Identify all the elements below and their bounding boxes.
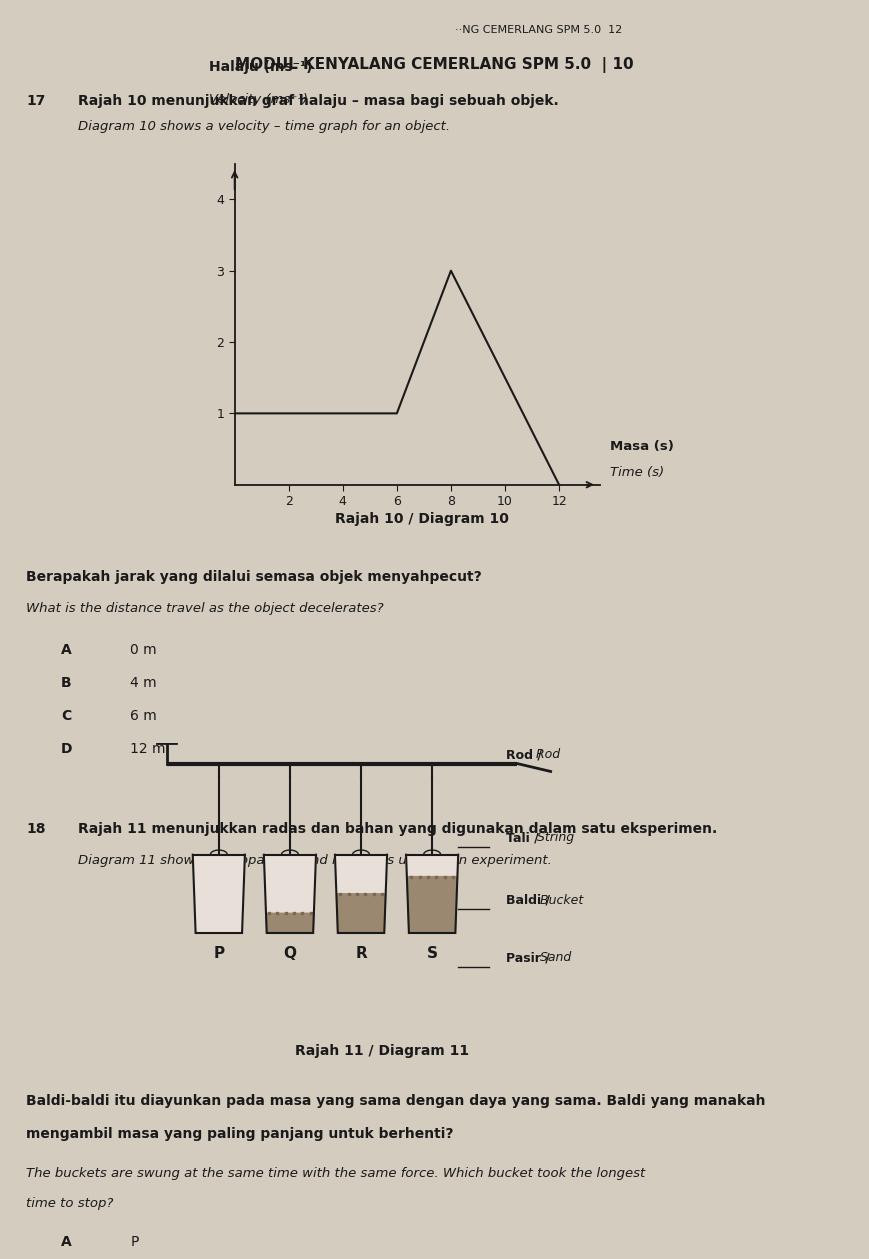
Text: ··NG CEMERLANG SPM 5.0  12: ··NG CEMERLANG SPM 5.0 12 [455, 25, 622, 35]
Text: D: D [61, 742, 72, 755]
Text: S: S [427, 946, 438, 961]
Text: 4 m: 4 m [130, 676, 157, 690]
Text: MODUL KENYALANG CEMERLANG SPM 5.0  | 10: MODUL KENYALANG CEMERLANG SPM 5.0 | 10 [235, 57, 634, 73]
Polygon shape [406, 855, 458, 933]
Text: 12 m: 12 m [130, 742, 166, 755]
Text: Diagram 11 shows the apparatus and materials used in an experiment.: Diagram 11 shows the apparatus and mater… [78, 854, 552, 866]
Text: The buckets are swung at the same time with the same force. Which bucket took th: The buckets are swung at the same time w… [26, 1167, 646, 1180]
Text: Diagram 10 shows a velocity – time graph for an object.: Diagram 10 shows a velocity – time graph… [78, 120, 450, 132]
Polygon shape [335, 855, 387, 933]
Polygon shape [193, 855, 245, 933]
Text: C: C [61, 709, 71, 723]
Text: 18: 18 [26, 822, 45, 836]
Polygon shape [264, 855, 316, 933]
Text: Baldi /: Baldi / [506, 894, 550, 906]
Text: Rod /: Rod / [506, 748, 541, 760]
Text: 6 m: 6 m [130, 709, 157, 723]
Text: Q: Q [283, 946, 296, 961]
Text: Berapakah jarak yang dilalui semasa objek menyahpecut?: Berapakah jarak yang dilalui semasa obje… [26, 570, 481, 584]
Text: Halaju (ms⁻¹): Halaju (ms⁻¹) [209, 60, 312, 74]
Text: Baldi-baldi itu diayunkan pada masa yang sama dengan daya yang sama. Baldi yang : Baldi-baldi itu diayunkan pada masa yang… [26, 1094, 766, 1108]
Text: P: P [130, 1235, 139, 1249]
Text: Rajah 10 menunjukkan graf halaju – masa bagi sebuah objek.: Rajah 10 menunjukkan graf halaju – masa … [78, 94, 559, 108]
Text: What is the distance travel as the object decelerates?: What is the distance travel as the objec… [26, 602, 384, 614]
Text: Rajah 11 menunjukkan radas dan bahan yang digunakan dalam satu eksperimen.: Rajah 11 menunjukkan radas dan bahan yan… [78, 822, 718, 836]
Text: B: B [61, 676, 71, 690]
Text: 0 m: 0 m [130, 643, 157, 657]
Text: String: String [533, 831, 574, 845]
Text: Sand: Sand [536, 951, 572, 964]
Text: Rajah 10 / Diagram 10: Rajah 10 / Diagram 10 [335, 512, 508, 526]
Polygon shape [407, 876, 457, 933]
Text: A: A [61, 1235, 71, 1249]
Polygon shape [336, 894, 386, 933]
Text: R: R [355, 946, 367, 961]
Text: Time (s): Time (s) [610, 466, 664, 478]
Text: mengambil masa yang paling panjang untuk berhenti?: mengambil masa yang paling panjang untuk… [26, 1127, 454, 1141]
Text: Tali /: Tali / [506, 831, 539, 845]
Text: Masa (s): Masa (s) [610, 441, 674, 453]
Text: time to stop?: time to stop? [26, 1197, 114, 1210]
Text: Velocity (ms⁻¹): Velocity (ms⁻¹) [209, 93, 308, 106]
Text: P: P [213, 946, 224, 961]
Polygon shape [266, 913, 314, 933]
Text: Pasir /: Pasir / [506, 951, 549, 964]
Text: Rod: Rod [532, 748, 560, 760]
Text: A: A [61, 643, 71, 657]
Text: 17: 17 [26, 94, 45, 108]
Text: Rajah 11 / Diagram 11: Rajah 11 / Diagram 11 [295, 1044, 469, 1058]
Text: Bucket: Bucket [536, 894, 584, 906]
